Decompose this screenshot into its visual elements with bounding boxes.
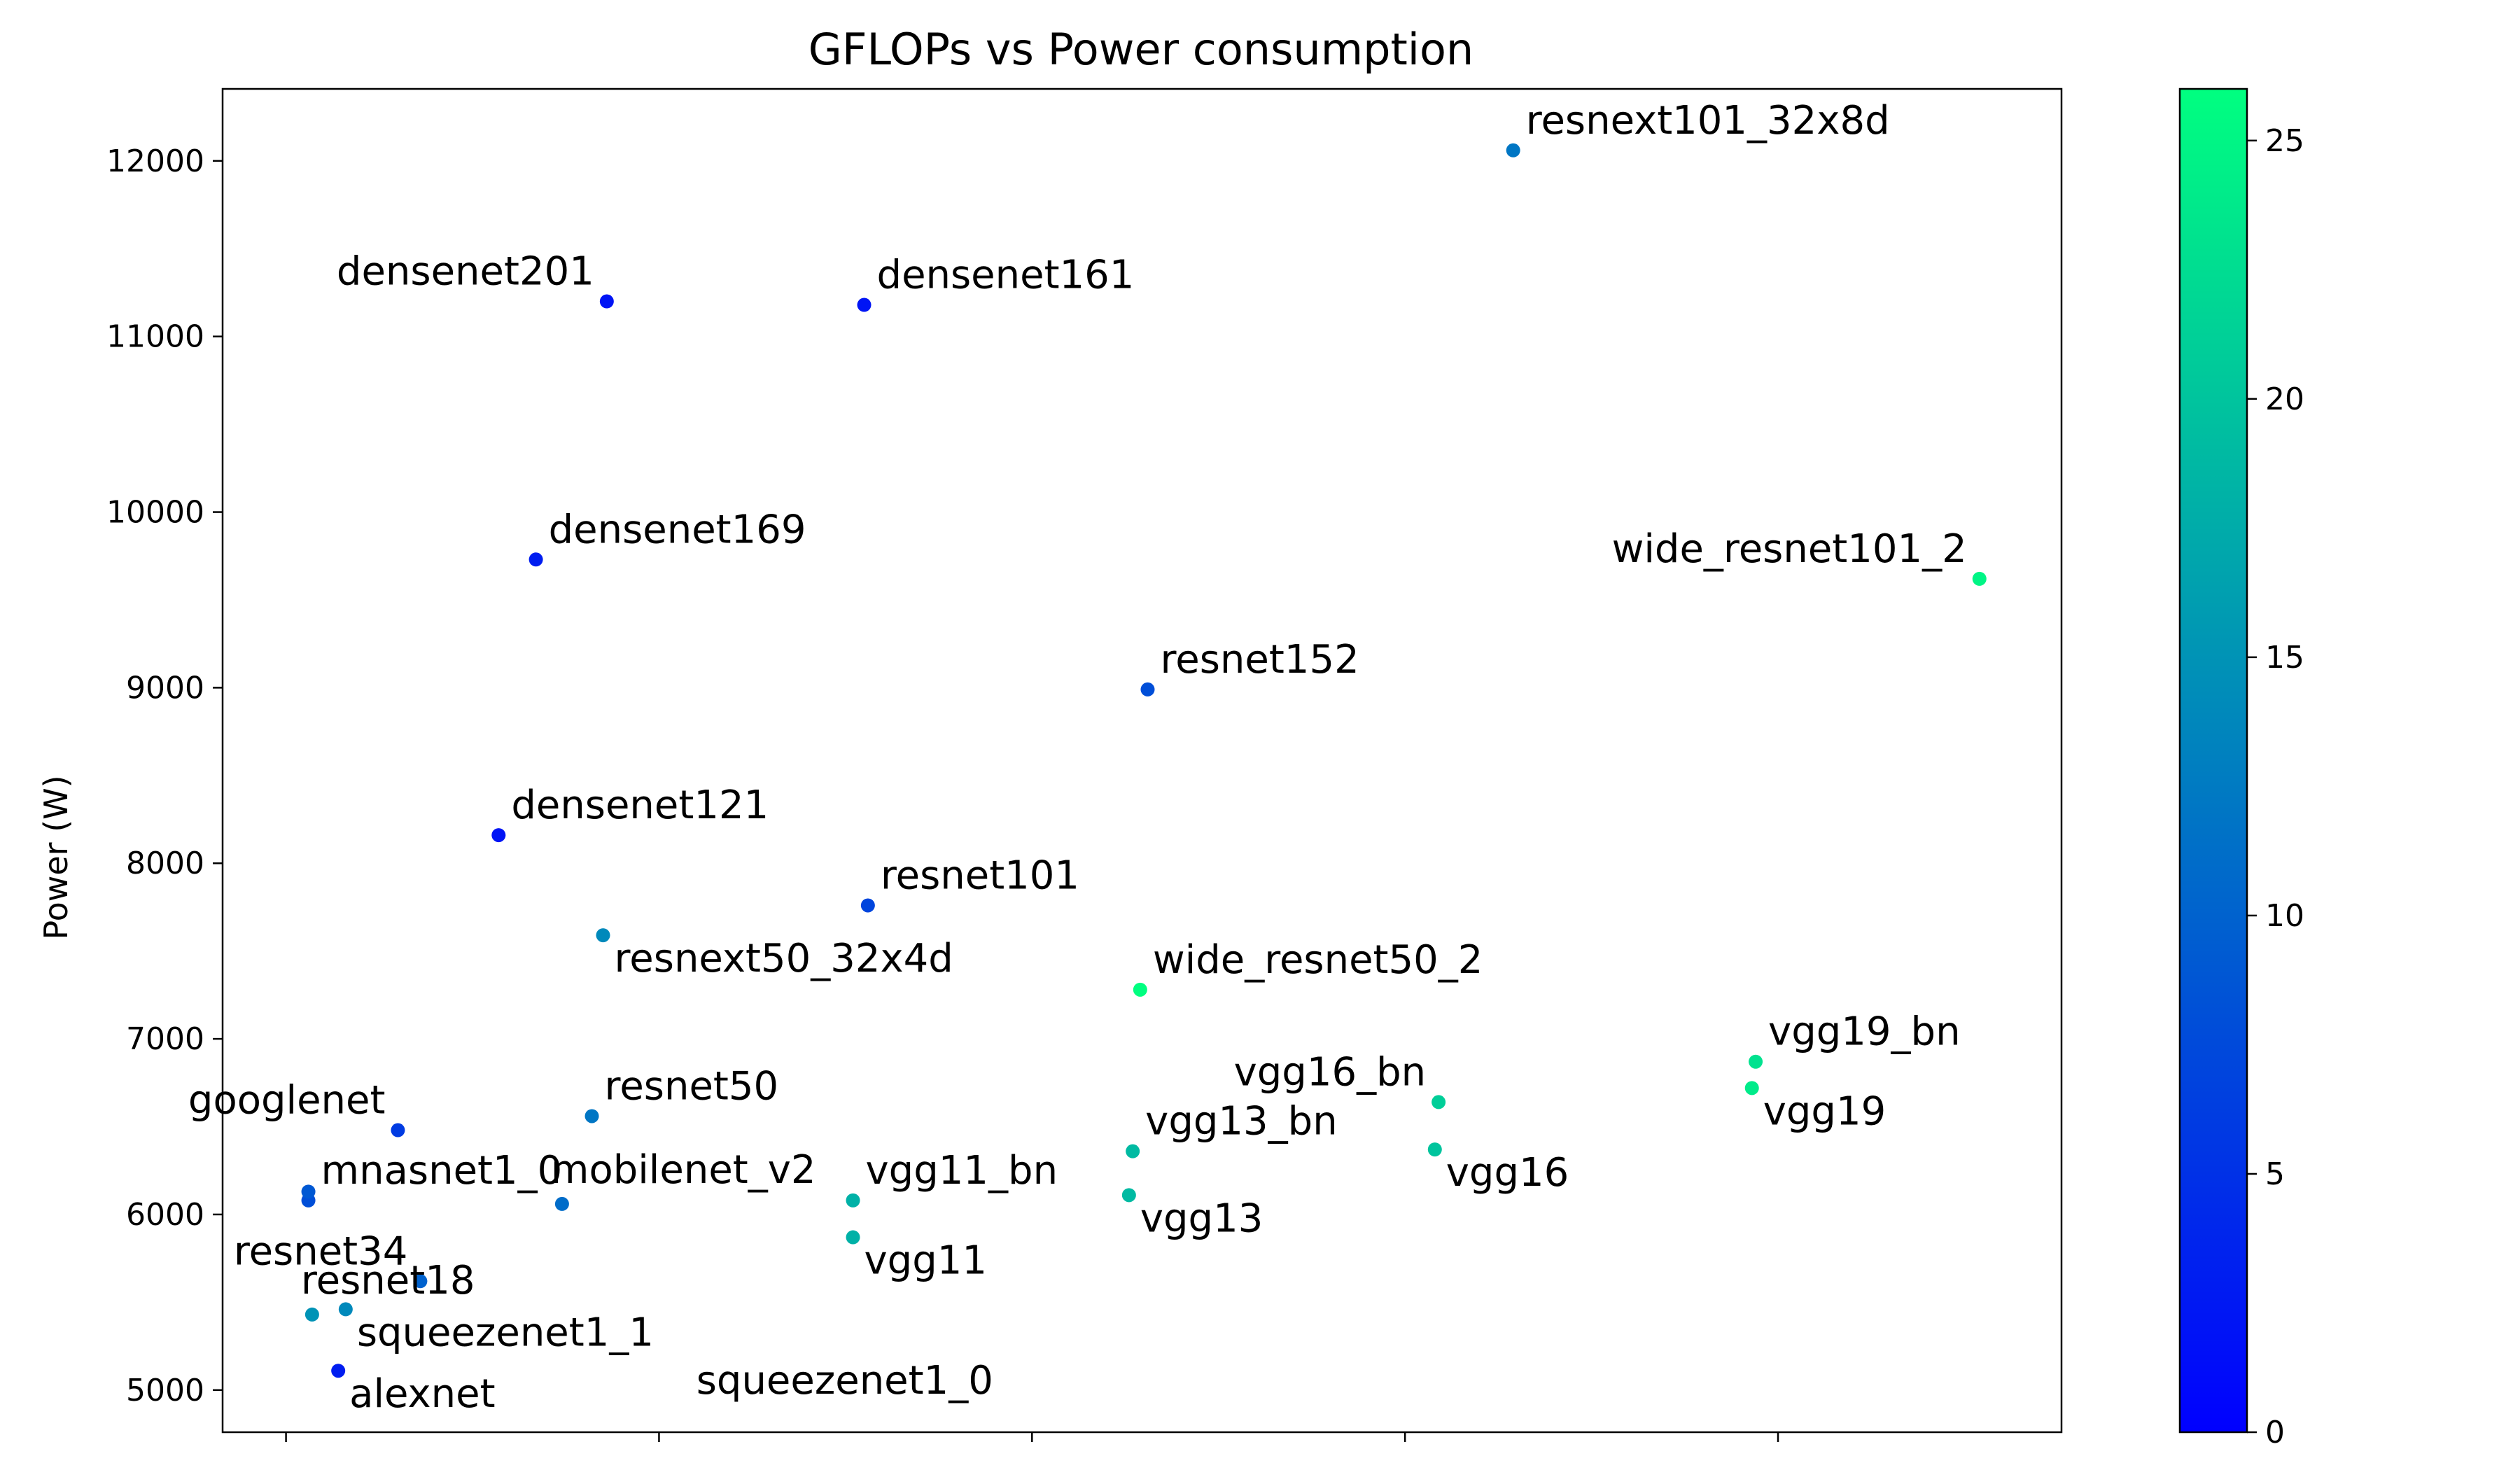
colorbar-tick-label: 10	[2265, 898, 2304, 934]
point-label: densenet161	[877, 253, 1135, 298]
data-point	[304, 1307, 319, 1322]
data-point	[1432, 1095, 1446, 1110]
point-label: wide_resnet50_2	[1153, 937, 1483, 983]
point-label: googlenet	[188, 1078, 386, 1124]
data-point	[1121, 1188, 1136, 1203]
data-point	[301, 1184, 316, 1199]
data-point	[391, 1123, 405, 1138]
colorbar-ticks: 0 5 10 15 20 25	[2247, 123, 2304, 1450]
data-points	[301, 143, 1987, 1378]
point-label: squeezenet1_0	[696, 1358, 993, 1404]
data-point	[596, 928, 610, 943]
colorbar-tick-label: 0	[2265, 1415, 2285, 1450]
y-tick-label: 11000	[106, 319, 204, 355]
colorbar	[2178, 88, 2248, 1434]
data-point	[491, 828, 506, 843]
data-point	[1140, 682, 1155, 696]
data-point	[1744, 1081, 1759, 1096]
data-point	[846, 1230, 860, 1245]
point-label: resnet34	[234, 1228, 408, 1274]
y-tick-label: 12000	[106, 144, 204, 179]
data-point	[528, 552, 543, 567]
data-point	[1427, 1142, 1442, 1157]
data-point	[599, 294, 614, 309]
point-label: resnet101	[881, 853, 1079, 898]
data-point	[1133, 982, 1147, 997]
y-tick-label: 5000	[126, 1373, 204, 1408]
point-label: mobilenet_v2	[551, 1147, 816, 1193]
point-label: mnasnet1_0	[321, 1148, 563, 1194]
point-label: densenet121	[511, 783, 769, 828]
colorbar-tick-label: 20	[2265, 382, 2304, 417]
point-label: vgg16_bn	[1234, 1049, 1427, 1095]
data-point	[846, 1193, 860, 1208]
point-label: vgg19	[1763, 1088, 1886, 1134]
data-point	[857, 298, 872, 312]
point-label: squeezenet1_1	[357, 1310, 654, 1355]
data-point	[1972, 571, 1987, 586]
data-point	[584, 1109, 599, 1124]
point-label: resnet152	[1160, 637, 1359, 682]
data-point	[554, 1196, 569, 1211]
point-label: resnet50	[605, 1063, 779, 1109]
point-label: densenet169	[549, 507, 806, 552]
y-tick-label: 6000	[126, 1197, 204, 1233]
y-tick-label: 8000	[126, 846, 204, 881]
y-tick-label: 10000	[106, 495, 204, 531]
data-point	[860, 898, 875, 913]
data-point	[1126, 1144, 1140, 1158]
point-label: wide_resnet101_2	[1612, 526, 1967, 572]
point-label: resnext101_32x8d	[1526, 98, 1890, 144]
colorbar-tick-label: 25	[2265, 123, 2304, 159]
data-point	[413, 1274, 428, 1289]
point-label: resnext50_32x4d	[615, 936, 953, 981]
point-label: vgg19_bn	[1768, 1009, 1961, 1055]
point-label: alexnet	[349, 1371, 495, 1417]
data-point	[1506, 143, 1520, 158]
x-axis-ticks	[285, 1432, 1779, 1442]
y-axis-label: Power (W)	[37, 775, 75, 939]
colorbar-tick-label: 5	[2265, 1156, 2285, 1192]
data-point	[338, 1302, 353, 1317]
point-label: vgg11_bn	[866, 1148, 1058, 1194]
chart-title: GFLOPs vs Power consumption	[808, 24, 1474, 75]
y-axis-ticks: 5000 6000 7000 8000 9000 10000 11000 12000	[106, 144, 223, 1408]
point-label: vgg11	[864, 1238, 988, 1284]
point-label: densenet201	[337, 249, 594, 295]
y-tick-label: 9000	[126, 670, 204, 706]
colorbar-tick-label: 15	[2265, 640, 2304, 676]
y-tick-label: 7000	[126, 1021, 204, 1057]
data-point	[331, 1364, 346, 1378]
point-label: resnet18	[301, 1258, 475, 1303]
plot-area-frame	[221, 88, 2063, 1434]
point-label: vgg13_bn	[1145, 1099, 1338, 1144]
point-labels: resnext101_32x8d densenet201 densenet161 de…	[188, 98, 1967, 1417]
data-point	[1749, 1054, 1763, 1069]
point-label: vgg13	[1140, 1196, 1264, 1241]
point-label: vgg16	[1446, 1150, 1569, 1196]
